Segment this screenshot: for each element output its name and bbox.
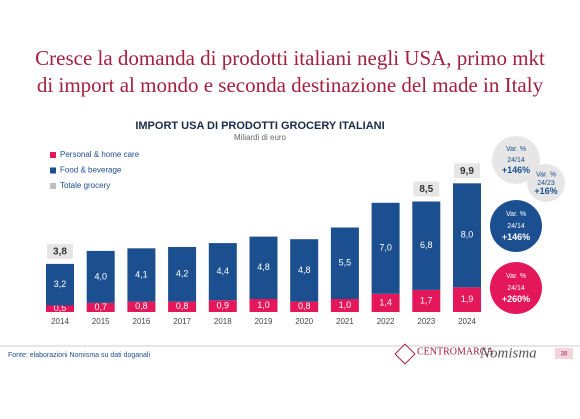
bar-segment [86,250,115,303]
x-tick-label: 2023 [417,317,435,326]
total-box [413,181,440,197]
variation-text: Var. % [506,146,526,153]
value-label: 0,8 [298,301,311,311]
bar-segment [371,202,400,294]
bar-segment [412,201,441,290]
value-label: 4,0 [94,271,107,281]
bar-segment [127,248,156,302]
chart-title: IMPORT USA DI PRODOTTI GROCERY ITALIANI [135,120,384,132]
variation-text: 24/14 [507,285,525,292]
total-label: 9,9 [460,166,474,177]
legend-label: Personal & home care [60,150,140,159]
bar-segment [330,299,359,312]
value-label: 4,8 [257,262,270,272]
legend-swatch [50,152,56,158]
page-number: 38 [561,352,568,358]
bar-segment [127,301,156,312]
variation-text: +260% [502,294,530,304]
variation-text: 24/14 [507,157,525,164]
logo: Nomisma [479,345,537,361]
value-label: 7,0 [379,243,392,253]
bar-segment [453,183,481,288]
page-box [555,348,573,359]
x-tick-label: 2017 [173,317,191,326]
variation-text: Var. % [506,211,526,218]
x-tick-label: 2014 [51,317,69,326]
legend-label: Food & beverage [60,166,122,175]
x-tick-label: 2024 [458,317,476,326]
bar-segment [249,236,278,299]
value-label: 1,9 [461,294,474,304]
variation-badge [490,262,542,314]
bar-segment [290,301,319,312]
logo-icon [394,343,416,365]
bar-segment [208,300,237,312]
bar-segment [249,299,278,312]
bar-segment [290,239,319,302]
bar-segment [330,227,359,299]
value-label: 0,7 [94,302,107,312]
value-label: 6,8 [420,240,433,250]
bar-segment [371,293,400,312]
variation-text: 24/23 [537,180,555,187]
value-label: 1,4 [379,297,392,307]
value-label: 0,8 [135,301,148,311]
variation-badge [492,136,540,184]
variation-text: Var. % [506,273,526,280]
legend-swatch [50,167,56,174]
value-label: 4,1 [135,269,148,279]
value-label: 3,2 [54,279,67,289]
value-label: 4,8 [298,265,311,275]
bar-segment [46,263,74,306]
value-label: 1,0 [339,300,352,310]
total-label: 8,5 [419,184,433,195]
value-label: 0,5 [54,303,67,313]
x-tick-label: 2015 [92,317,110,326]
value-label: 5,5 [339,258,352,268]
total-label: 3,8 [53,247,67,258]
variation-text: +16% [534,186,557,196]
bar-segment [168,301,197,312]
variation-text: Var. % [536,171,556,178]
bar-segment [453,287,481,312]
source: Fonte: elaborazioni Nomisma su dati doga… [8,352,150,359]
value-label: 4,2 [176,269,189,279]
variation-text: +146% [502,232,530,242]
x-tick-label: 2016 [133,317,151,326]
x-tick-label: 2022 [377,317,395,326]
variation-text: 24/14 [507,223,525,230]
variation-text: +146% [502,165,530,175]
value-label: 0,9 [217,301,230,311]
total-box [454,163,480,179]
bar-segment [86,302,115,312]
bar-segment [168,247,197,302]
bar-segment [412,289,441,312]
value-label: 1,0 [257,300,270,310]
legend-swatch [50,183,56,189]
total-box [47,243,73,259]
legend-label: Totale grocery [60,181,110,190]
bar-segment [208,243,237,301]
value-label: 4,4 [217,266,230,276]
x-tick-label: 2019 [255,317,273,326]
bar-segment [46,305,74,312]
x-tick-label: 2021 [336,317,354,326]
value-label: 0,8 [176,301,189,311]
variation-badge [490,200,542,252]
x-tick-label: 2018 [214,317,232,326]
logo: CENTROMARCA [417,346,494,357]
slide-title: Cresce la domanda di prodotti italiani n… [35,46,545,70]
x-tick-label: 2020 [295,317,313,326]
value-label: 1,7 [420,295,433,305]
variation-badge [527,164,565,202]
value-label: 8,0 [461,230,474,240]
chart-subtitle: Miliardi di euro [234,133,287,142]
slide-title: di import al mondo e seconda destinazion… [37,73,544,97]
